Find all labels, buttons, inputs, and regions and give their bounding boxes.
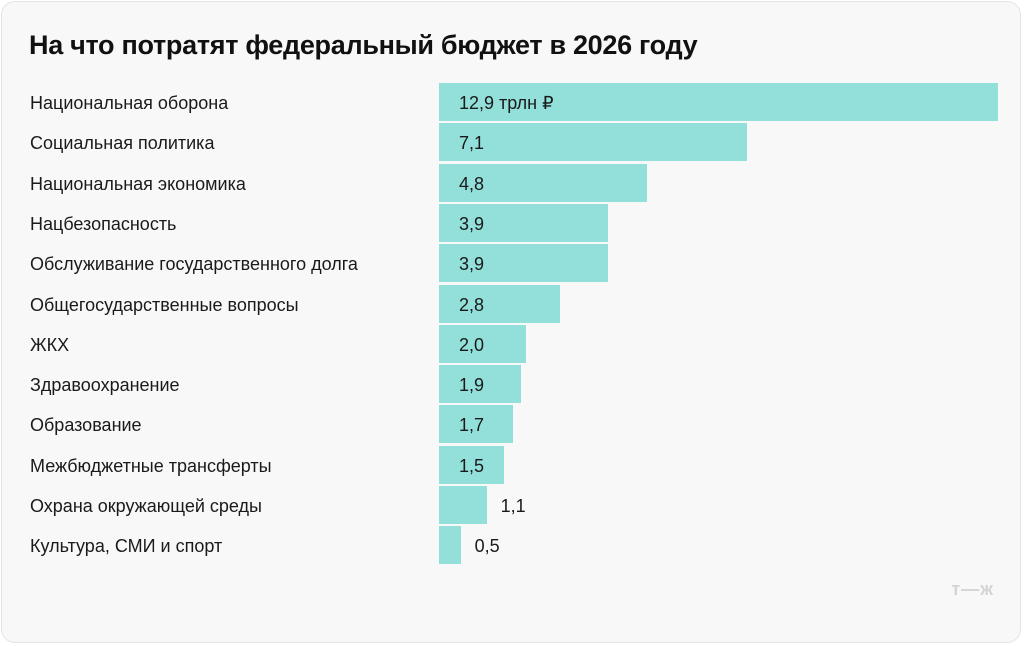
category-label: Общегосударственные вопросы — [30, 294, 299, 315]
bar — [439, 123, 747, 162]
data-label: 1,5 — [459, 455, 485, 476]
chart-title: На что потратят федеральный бюджет в 202… — [29, 30, 698, 60]
data-label: 12,9 трлн ₽ — [459, 93, 554, 113]
category-label: ЖКХ — [30, 334, 70, 355]
data-label: 2,8 — [459, 294, 485, 315]
data-label: 3,9 — [459, 254, 485, 275]
category-label: Межбюджетные трансферты — [30, 455, 272, 476]
bar — [439, 365, 522, 404]
bar — [439, 445, 504, 484]
bar — [439, 486, 487, 524]
category-label: Охрана окружающей среды — [30, 496, 262, 516]
data-label: 4,8 — [459, 173, 485, 194]
data-label: 1,9 — [459, 375, 485, 396]
category-label: Образование — [30, 415, 142, 436]
bar — [439, 83, 998, 121]
bar — [439, 324, 526, 363]
data-label: 3,9 — [459, 213, 485, 234]
category-label: Культура, СМИ и спорт — [30, 536, 223, 557]
logo: т—ж — [951, 579, 994, 599]
data-label: 7,1 — [459, 133, 485, 154]
bar — [439, 405, 513, 444]
bar — [439, 526, 461, 565]
data-label: 2,0 — [459, 334, 485, 355]
category-label: Здравоохранение — [30, 375, 180, 396]
bar — [439, 244, 608, 283]
bar — [439, 203, 608, 242]
bar — [439, 163, 647, 202]
category-label: Обслуживание государственного долга — [30, 254, 358, 275]
category-label: Нацбезопасность — [30, 213, 177, 234]
data-label: 1,1 — [500, 496, 526, 516]
data-label: 1,7 — [459, 415, 485, 436]
category-label: Социальная политика — [30, 133, 215, 154]
category-label: Национальная оборона — [30, 93, 229, 113]
category-label: Национальная экономика — [30, 173, 246, 194]
bar — [439, 284, 561, 323]
data-label: 0,5 — [474, 536, 500, 557]
